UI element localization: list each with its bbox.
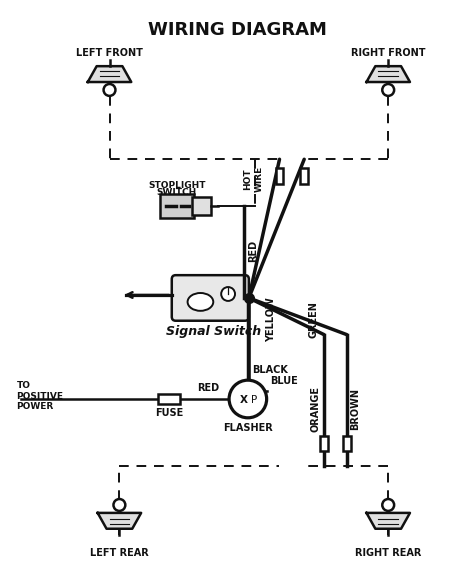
Text: POWER: POWER [17, 403, 54, 411]
FancyBboxPatch shape [300, 168, 308, 184]
Text: P: P [251, 395, 257, 405]
Text: WIRE: WIRE [255, 166, 264, 192]
Polygon shape [98, 513, 141, 529]
Text: BROWN: BROWN [351, 388, 361, 430]
FancyBboxPatch shape [160, 194, 193, 218]
Text: WIRING DIAGRAM: WIRING DIAGRAM [147, 21, 327, 39]
Text: HOT: HOT [243, 168, 252, 190]
Text: FLASHER: FLASHER [223, 423, 273, 432]
Polygon shape [88, 66, 131, 82]
Circle shape [229, 380, 267, 418]
Circle shape [113, 499, 125, 511]
Text: RED: RED [248, 240, 258, 263]
Circle shape [382, 499, 394, 511]
Text: Signal Switch: Signal Switch [166, 325, 261, 338]
Text: BLUE: BLUE [271, 376, 298, 386]
Polygon shape [366, 66, 410, 82]
Circle shape [104, 84, 116, 96]
Text: RIGHT REAR: RIGHT REAR [355, 547, 421, 557]
FancyBboxPatch shape [275, 168, 283, 184]
FancyBboxPatch shape [343, 435, 351, 451]
Text: FUSE: FUSE [155, 408, 183, 418]
Text: RIGHT FRONT: RIGHT FRONT [351, 48, 426, 58]
Circle shape [221, 287, 235, 301]
Text: STOPLIGHT: STOPLIGHT [148, 181, 205, 190]
FancyBboxPatch shape [158, 394, 180, 404]
Text: POSITIVE: POSITIVE [17, 391, 64, 400]
Ellipse shape [188, 293, 213, 311]
Text: TO: TO [17, 381, 31, 390]
Polygon shape [366, 513, 410, 529]
Text: LEFT FRONT: LEFT FRONT [76, 48, 143, 58]
Text: ORANGE: ORANGE [310, 386, 320, 432]
FancyBboxPatch shape [191, 197, 211, 214]
Text: GREEN: GREEN [308, 301, 318, 338]
Text: YELLOW: YELLOW [265, 297, 275, 342]
Text: X: X [240, 395, 248, 405]
Text: LEFT REAR: LEFT REAR [90, 547, 149, 557]
FancyBboxPatch shape [172, 275, 249, 321]
Text: SWITCH: SWITCH [156, 188, 197, 197]
Text: RED: RED [197, 383, 219, 393]
Circle shape [382, 84, 394, 96]
FancyBboxPatch shape [320, 435, 328, 451]
Text: BLACK: BLACK [252, 365, 288, 375]
